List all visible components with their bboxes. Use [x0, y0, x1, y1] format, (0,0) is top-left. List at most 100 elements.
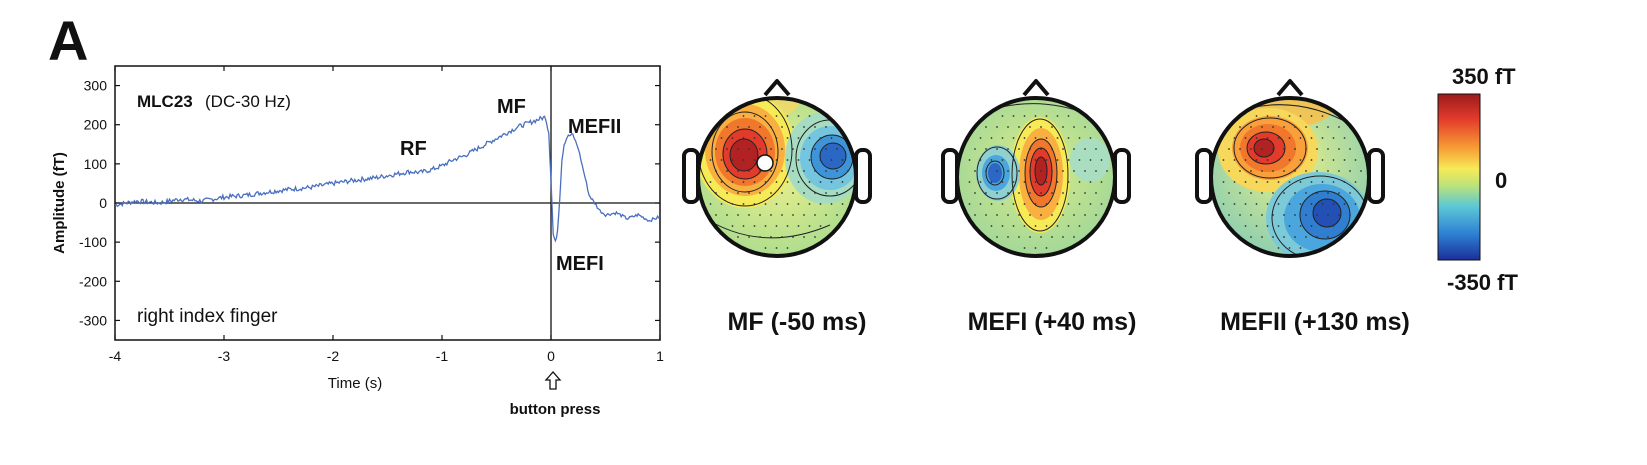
sensor-dot [797, 181, 800, 183]
sensor-dot [1012, 137, 1015, 139]
sensor-mlc23-marker [756, 154, 774, 172]
sensor-dot [1001, 159, 1004, 161]
sensor-dot [1288, 247, 1291, 249]
x-tick-label: -3 [218, 348, 231, 364]
peak-label-mf: MF [497, 96, 526, 118]
sensor-dot [1327, 148, 1329, 150]
sensor-dot [1283, 236, 1285, 238]
sensor-dot [1012, 181, 1015, 183]
sensor-dot [1051, 126, 1053, 128]
sensor-dot [1327, 192, 1329, 194]
sensor-dot [1321, 225, 1324, 227]
sensor-dot [748, 192, 750, 194]
sensor-dot [1327, 236, 1329, 238]
sensor-dot [1001, 181, 1004, 183]
sensor-dot [720, 181, 723, 183]
sensor-dot [1244, 225, 1247, 227]
sensor-dot [1277, 247, 1280, 249]
sensor-dot [1228, 170, 1230, 172]
sensor-dot [1310, 181, 1313, 183]
sensor-dot [996, 236, 998, 238]
sensor-dot [775, 115, 778, 117]
x-tick-label: -1 [436, 348, 449, 364]
sensor-dot [1239, 126, 1241, 128]
sensor-dot [1310, 203, 1313, 205]
left-ear-icon [941, 148, 959, 204]
x-axis-label: Time (s) [328, 375, 382, 392]
nose-icon [1276, 79, 1304, 97]
sensor-dot [1250, 126, 1252, 128]
sensor-dot [1283, 126, 1285, 128]
sensor-dot [1228, 214, 1230, 216]
sensor-dot [1288, 137, 1291, 139]
sensor-dot [1277, 203, 1280, 205]
x-tick-label: 1 [656, 348, 664, 364]
sensor-dot [830, 203, 833, 205]
sensor-dot [1272, 236, 1274, 238]
sensor-dot [1029, 192, 1031, 194]
sensor-dot [1255, 159, 1258, 161]
sensor-dot [985, 170, 987, 172]
sensor-dot [1078, 225, 1081, 227]
sensor-dot [1089, 203, 1092, 205]
sensor-dot [1045, 225, 1048, 227]
sensor-dot [814, 236, 816, 238]
sensor-dot [1272, 214, 1274, 216]
sensor-dot [974, 170, 976, 172]
colorbar-min-label: -350 fT [1447, 270, 1518, 295]
sensor-dot [1261, 192, 1263, 194]
sensor-dot [1056, 137, 1059, 139]
y-tick-label: -300 [79, 312, 107, 328]
sensor-dot [709, 159, 712, 161]
sensor-dot [1305, 126, 1307, 128]
sensor-dot [1316, 214, 1318, 216]
sensor-dot [1266, 159, 1269, 161]
sensor-dot [1338, 214, 1340, 216]
sensor-dot [1018, 148, 1020, 150]
sensor-dot [841, 181, 844, 183]
sensor-dot [1255, 115, 1258, 117]
sensor-dot [1255, 137, 1258, 139]
sensor-dot [1266, 203, 1269, 205]
sensor-dot [737, 192, 739, 194]
sensor-dot [748, 126, 750, 128]
sensor-dot [990, 181, 993, 183]
sensor-dot [1349, 148, 1351, 150]
sensor-dot [1089, 137, 1092, 139]
sensor-dot [731, 159, 734, 161]
sensor-dot [742, 203, 745, 205]
sensor-dot [1239, 170, 1241, 172]
sensor-dot [731, 181, 734, 183]
sensor-dot [1299, 203, 1302, 205]
sensor-dot [1045, 203, 1048, 205]
sensor-dot [1056, 159, 1059, 161]
sensor-dot [803, 126, 805, 128]
sensor-dot [715, 192, 717, 194]
sensor-dot [737, 214, 739, 216]
sensor-dot [737, 148, 739, 150]
sensor-dot [1288, 225, 1291, 227]
sensor-dot [1332, 225, 1335, 227]
sensor-dot [1078, 159, 1081, 161]
sensor-dot [1062, 170, 1064, 172]
sensor-dot [985, 148, 987, 150]
sensor-dot [792, 192, 794, 194]
sensor-dot [1349, 214, 1351, 216]
colorbar: 350 fT 0 -350 fT [1437, 64, 1518, 295]
sensor-dot [1299, 225, 1302, 227]
sensor-dot [1001, 115, 1004, 117]
sensor-dot [1007, 148, 1009, 150]
sensor-dot [990, 137, 993, 139]
sensor-dot [1018, 192, 1020, 194]
sensor-dot [819, 225, 822, 227]
sensor-dot [1067, 159, 1070, 161]
sensor-dot [1073, 236, 1075, 238]
sensor-dot [1040, 192, 1042, 194]
sensor-dot [814, 170, 816, 172]
sensor-dot [974, 148, 976, 150]
sensor-dot [1029, 214, 1031, 216]
sensor-dot [1007, 192, 1009, 194]
sensor-dot [1062, 126, 1064, 128]
sensor-dot [803, 148, 805, 150]
sensor-dot [792, 214, 794, 216]
